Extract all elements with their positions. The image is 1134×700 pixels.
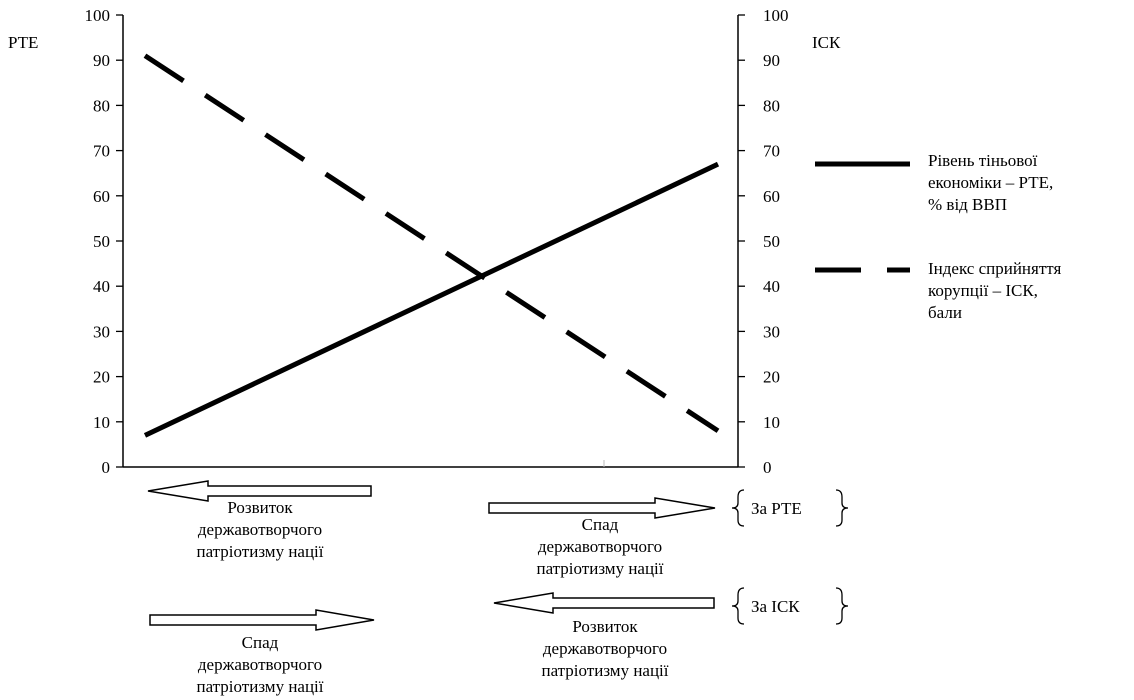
right-tick-label: 60 [763,187,780,206]
brace-row2-label: За ІСК [751,597,800,616]
left-axis-title: РТЕ [8,33,38,52]
right-tick-label: 40 [763,277,780,296]
left-tick-label: 50 [93,232,110,251]
brace-row1-left [731,489,745,527]
legend-isk-label: Індекс сприйняття корупції – ІСК, бали [928,259,1062,322]
left-axis-ticks: 0 10 20 30 40 50 60 70 80 90 100 [85,6,123,477]
arrow-row2-left [493,592,715,614]
legend-rte-label: Рівень тіньової економіки – РТЕ, % від В… [928,151,1054,214]
right-axis-ticks: 0 10 20 30 40 50 60 70 80 90 100 [738,6,789,477]
right-tick-label: 100 [763,6,789,25]
arrow-row2-right [149,609,375,631]
brace-row1-label: За РТЕ [751,499,802,518]
right-tick-label: 80 [763,96,780,115]
row1-right-caption: Спад державотворчого патріотизму нації [536,515,664,578]
brace-row1-right [835,489,849,527]
row1-left-caption: Розвиток державотворчого патріотизму нац… [196,498,324,561]
left-tick-label: 60 [93,187,110,206]
brace-row2-right [835,587,849,625]
right-tick-label: 30 [763,322,780,341]
right-tick-label: 20 [763,368,780,387]
left-tick-label: 10 [93,413,110,432]
left-tick-label: 40 [93,277,110,296]
left-tick-label: 0 [102,458,111,477]
arrow-row1-right [488,497,716,519]
arrow-row1-left [147,480,372,502]
left-tick-label: 100 [85,6,111,25]
left-tick-label: 90 [93,51,110,70]
right-tick-label: 70 [763,142,780,161]
right-tick-label: 0 [763,458,772,477]
right-tick-label: 50 [763,232,780,251]
brace-row2-left [731,587,745,625]
right-tick-label: 10 [763,413,780,432]
left-tick-label: 20 [93,368,110,387]
series-rte-line [143,161,720,438]
series-isk-line [143,53,720,433]
row2-right-caption: Розвиток державотворчого патріотизму нац… [541,617,669,680]
left-tick-label: 30 [93,322,110,341]
left-tick-label: 70 [93,142,110,161]
left-tick-label: 80 [93,96,110,115]
right-axis-title: ІСК [812,33,841,52]
row2-left-caption: Спад державотворчого патріотизму нації [196,633,324,696]
right-tick-label: 90 [763,51,780,70]
